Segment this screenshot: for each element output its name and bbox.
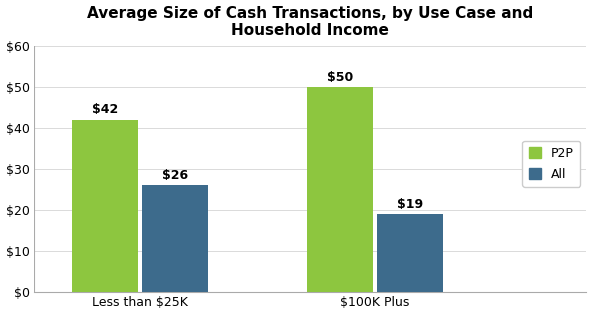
Title: Average Size of Cash Transactions, by Use Case and
Household Income: Average Size of Cash Transactions, by Us… [87,6,533,38]
Bar [143,185,208,292]
Bar [307,87,373,292]
Text: $26: $26 [162,169,188,182]
Text: $19: $19 [397,198,423,210]
Text: $50: $50 [327,71,353,84]
Bar [377,214,443,292]
Bar [72,120,138,292]
Legend: P2P, All: P2P, All [522,141,580,187]
Text: $42: $42 [92,103,118,117]
